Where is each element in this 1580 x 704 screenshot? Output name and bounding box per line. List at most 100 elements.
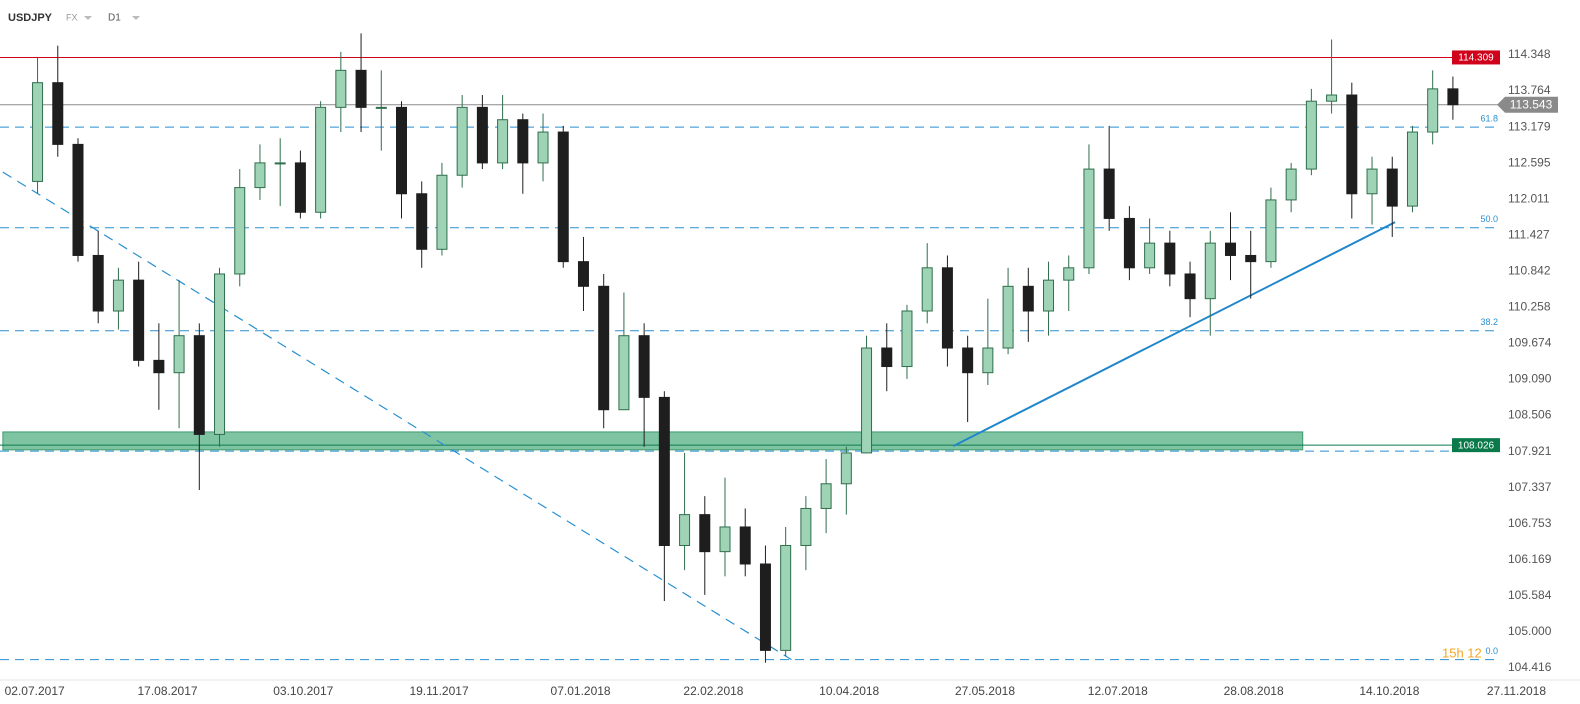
candle-body — [72, 143, 84, 256]
candle-body — [1245, 254, 1257, 263]
candle-body — [355, 69, 367, 108]
candle-body — [1224, 242, 1236, 256]
y-tick-label: 108.506 — [1508, 408, 1552, 422]
y-tick-label: 107.337 — [1508, 480, 1552, 494]
candle-body — [901, 310, 913, 368]
candle-body — [173, 335, 185, 374]
x-tick-label: 27.11.2018 — [1487, 684, 1546, 698]
candle-body — [1204, 242, 1216, 300]
candle-body — [658, 396, 670, 546]
y-tick-label: 113.179 — [1508, 119, 1551, 133]
x-tick-label: 10.04.2018 — [819, 684, 879, 698]
y-tick-label: 109.674 — [1508, 336, 1552, 350]
candle-body — [638, 335, 650, 398]
candle-body — [1447, 88, 1459, 106]
candle-body — [800, 507, 812, 546]
y-tick-label: 112.595 — [1508, 155, 1551, 169]
x-tick-label: 03.10.2017 — [273, 684, 333, 698]
candle-body — [315, 106, 327, 213]
trendline — [952, 221, 1396, 448]
candle-body — [274, 162, 286, 165]
candle-body — [1123, 217, 1135, 269]
candle-body — [537, 131, 549, 164]
candle-body — [1386, 168, 1398, 207]
y-tick-label: 105.584 — [1508, 588, 1552, 602]
candle-body — [719, 526, 731, 553]
x-tick-label: 22.02.2018 — [683, 684, 743, 698]
price-tag — [1452, 438, 1500, 453]
candle-body — [861, 347, 873, 454]
x-tick-label: 17.08.2017 — [138, 684, 198, 698]
candle-body — [679, 514, 691, 546]
y-tick-label: 114.348 — [1508, 47, 1551, 61]
candle-body — [1366, 168, 1378, 195]
y-tick-label: 110.258 — [1508, 300, 1551, 314]
last-price-label: 113.543 — [1510, 97, 1553, 111]
y-tick-label: 106.753 — [1508, 516, 1552, 530]
candle-body — [557, 131, 569, 263]
candle-body — [335, 69, 347, 108]
interval[interactable]: D1 — [108, 13, 121, 24]
candle-body — [375, 106, 387, 109]
x-tick-label: 19.11.2017 — [409, 684, 468, 698]
candle-body — [294, 162, 306, 213]
candle-body — [1043, 279, 1055, 312]
candle-body — [759, 563, 771, 651]
candle-body — [1427, 88, 1439, 133]
price-tag-label: 108.026 — [1458, 440, 1495, 451]
candle-body — [395, 106, 407, 195]
trendline — [2, 171, 792, 661]
price-tag-label: 114.309 — [1458, 53, 1494, 64]
x-tick-label: 02.07.2017 — [5, 684, 65, 698]
y-tick-label: 109.090 — [1508, 372, 1552, 386]
market[interactable]: FX — [66, 12, 78, 22]
x-tick-label: 28.08.2018 — [1224, 684, 1284, 698]
y-tick-label: 106.169 — [1508, 552, 1552, 566]
candle-body — [1285, 168, 1297, 201]
candle-body — [780, 544, 792, 651]
candle-body — [699, 514, 711, 553]
candle-body — [1022, 285, 1034, 312]
candle-body — [214, 273, 226, 435]
candle-body — [840, 452, 852, 485]
symbol[interactable]: USDJPY — [8, 12, 53, 24]
y-tick-label: 110.842 — [1508, 264, 1551, 278]
candle-body — [112, 279, 124, 312]
candle-body — [1002, 285, 1014, 349]
candle-body — [1103, 168, 1115, 219]
timer: 15h 12 — [1442, 645, 1482, 660]
candle-body — [820, 483, 832, 509]
candle-body — [577, 261, 589, 287]
candle-body — [1184, 273, 1196, 300]
candle-body — [234, 187, 246, 275]
y-tick-label: 104.416 — [1508, 660, 1552, 674]
candle-body — [52, 82, 64, 145]
candle-body — [1265, 199, 1277, 263]
candle-body — [1305, 100, 1317, 170]
last-price-tag — [1497, 96, 1558, 113]
fib-label: 50.0 — [1480, 214, 1498, 224]
candle-body — [982, 347, 994, 374]
candle-body — [517, 119, 529, 164]
candle-body — [1164, 242, 1176, 275]
candle-body — [1406, 131, 1418, 207]
candle-body — [921, 267, 933, 312]
caret[interactable] — [132, 16, 140, 20]
caret[interactable] — [84, 16, 92, 20]
candle-body — [739, 526, 751, 565]
candle-body — [476, 106, 488, 164]
candle-body — [1063, 267, 1075, 281]
candle-body — [1346, 94, 1358, 195]
y-tick-label: 112.011 — [1508, 191, 1550, 205]
candle-body — [153, 359, 165, 374]
candle-body — [133, 279, 145, 361]
fib-label: 0.0 — [1485, 646, 1498, 656]
y-tick-label: 105.000 — [1508, 624, 1552, 638]
candle-body — [1083, 168, 1095, 269]
y-tick-label: 111.427 — [1508, 227, 1550, 241]
fib-label: 38.2 — [1480, 317, 1498, 327]
candle-body — [881, 347, 893, 368]
price-tag — [1452, 50, 1500, 65]
